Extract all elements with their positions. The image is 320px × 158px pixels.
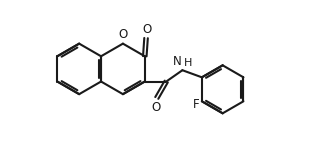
Text: O: O [151, 101, 160, 114]
Text: O: O [118, 28, 128, 41]
Text: H: H [184, 58, 192, 68]
Text: F: F [192, 98, 199, 111]
Text: O: O [143, 23, 152, 36]
Text: N: N [172, 55, 181, 68]
